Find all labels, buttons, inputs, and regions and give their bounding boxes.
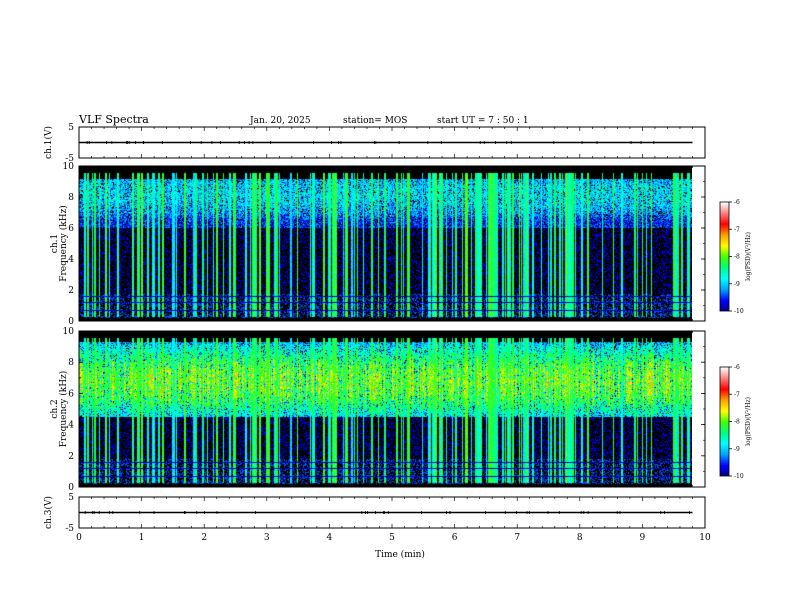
x-tick-label: 5	[389, 533, 395, 543]
x-tick-label: 1	[139, 533, 145, 543]
y-tick-label: 2	[68, 286, 74, 296]
y-tick-label: 6	[68, 389, 74, 399]
x-tick-label: 4	[327, 533, 333, 543]
y-tick-label: 4	[68, 255, 74, 265]
colorbar-gradient	[720, 367, 729, 476]
colorbar-tick-label: -8	[734, 254, 740, 261]
y-tick-label: 0	[68, 317, 74, 327]
colorbar-tick-label: -9	[734, 446, 740, 453]
y-axis-title: ch.1(V)	[43, 126, 54, 159]
x-tick-label: 2	[201, 533, 207, 543]
x-tick-label: 9	[640, 533, 646, 543]
colorbar-tick-label: -8	[734, 419, 740, 426]
spectrogram-image-0	[79, 166, 692, 321]
colorbar-title: log(PSD)(V²/Hz)	[745, 232, 752, 281]
colorbar-gradient	[720, 202, 729, 311]
station-label: station= MOS	[343, 116, 407, 126]
y-axis-title: Frequency (kHz)	[58, 205, 69, 282]
y-tick-label: 6	[68, 224, 74, 234]
y-tick-label: 4	[68, 421, 74, 431]
colorbar-0: -6 -7 -8 -9 -10 log(PSD)(V²/Hz)	[719, 199, 752, 315]
colorbar-tick-label: -10	[734, 473, 744, 480]
colorbar-tick-label: -9	[734, 281, 740, 288]
y-tick-label: 0	[68, 483, 74, 493]
y-tick-label: 8	[68, 193, 74, 203]
panel-ch3-waveform: 5 -5 ch.3(V)	[43, 493, 706, 534]
x-tick-label: 10	[699, 533, 711, 543]
panel-ch2-spectrogram: 0 2 4 6 8 10 ch.2 Frequency (kHz)	[50, 327, 706, 493]
y-tick-label: 5	[68, 123, 74, 133]
x-tick-label: 8	[577, 533, 583, 543]
colorbar-tick-label: -6	[734, 199, 740, 206]
y-axis-channel-label: ch.1	[50, 234, 60, 253]
y-tick-label: -5	[65, 524, 74, 534]
colorbar-1: -6 -7 -8 -9 -10 log(PSD)(V²/Hz)	[719, 364, 752, 480]
y-tick-label: -5	[65, 154, 74, 164]
x-tick-label: 0	[76, 533, 82, 543]
colorbar-tick-label: -10	[734, 308, 744, 315]
y-axis-title: ch.3(V)	[43, 496, 54, 529]
y-tick-label: 2	[68, 452, 74, 462]
colorbar-tick-label: -7	[734, 391, 740, 398]
colorbar-tick-label: -6	[734, 364, 740, 371]
y-tick-label: 10	[63, 327, 75, 337]
y-axis-title: Frequency (kHz)	[58, 371, 69, 448]
spectrogram-image-1	[79, 331, 692, 487]
colorbar-title: log(PSD)(V²/Hz)	[745, 397, 752, 446]
y-tick-label: 8	[68, 358, 74, 368]
y-axis-channel-label: ch.2	[50, 399, 60, 418]
start-time-label: start UT = 7 : 50 : 1	[437, 116, 529, 126]
panel-ch1-spectrogram: 0 2 4 6 8 10 ch.1 Frequency (kHz)	[50, 162, 706, 327]
x-axis-title: Time (min)	[375, 549, 425, 560]
colorbar-tick-label: -7	[734, 226, 740, 233]
figure-title: VLF Spectra	[78, 113, 149, 126]
x-tick-label: 7	[514, 533, 520, 543]
y-tick-label: 5	[68, 493, 74, 503]
x-tick-label: 6	[452, 533, 458, 543]
y-tick-label: 10	[63, 162, 75, 172]
panels-layer: 5 -5 ch.1(V) -6 -7 -8 -9 -10 log(PSD)(V²/Hz) 0 2 4 6…	[43, 123, 752, 543]
date-label: Jan. 20, 2025	[249, 116, 311, 126]
panel-ch1-waveform: 5 -5 ch.1(V)	[43, 123, 706, 164]
x-tick-label: 3	[264, 533, 270, 543]
